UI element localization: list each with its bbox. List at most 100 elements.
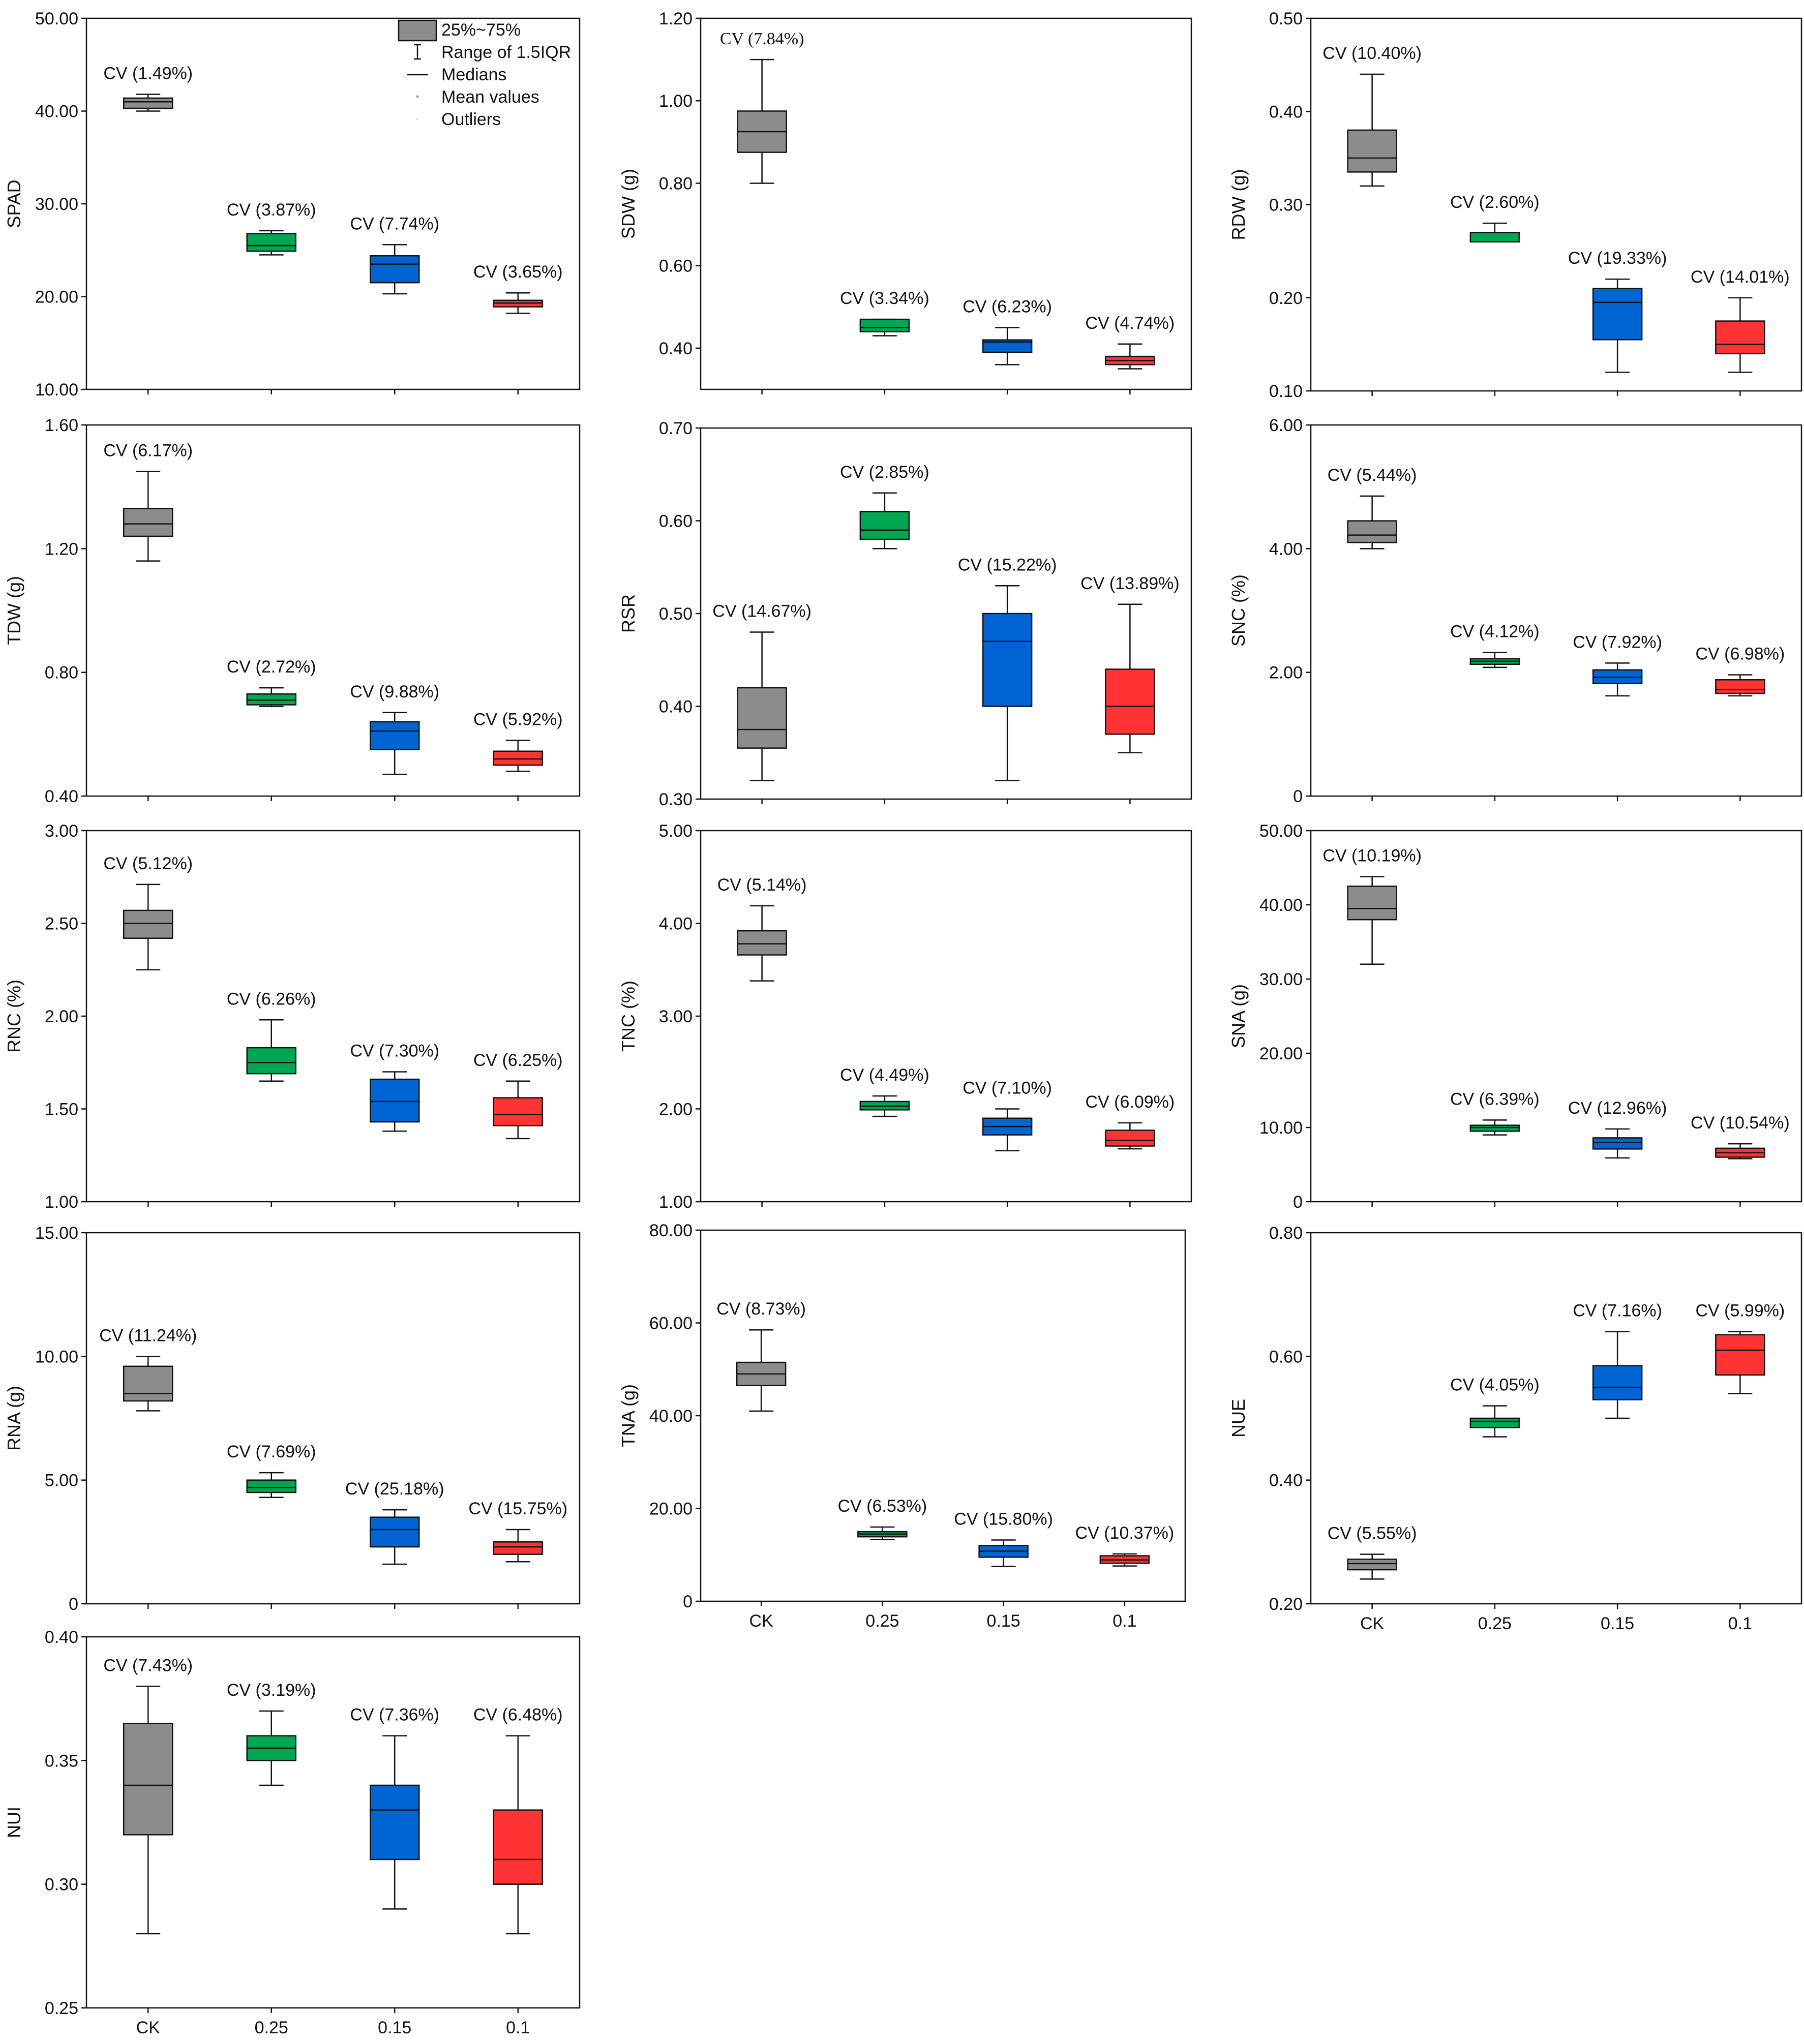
y-tick-label: 0.20	[1269, 1595, 1303, 1614]
box-0.25: CV (2.72%)	[227, 657, 316, 707]
y-tick-label: 0.60	[659, 257, 693, 276]
x-tick-label: CK	[136, 2018, 161, 2037]
box-0.1: CV (5.92%)	[473, 710, 563, 772]
cv-label: CV (7.16%)	[1573, 1301, 1662, 1321]
cv-label: CV (15.75%)	[468, 1499, 567, 1518]
x-tick-label: CK	[749, 1611, 774, 1631]
box-CK: CV (11.24%)	[99, 1326, 197, 1412]
iqr-box	[370, 255, 420, 284]
box-0.1: CV (3.65%)	[473, 262, 563, 314]
iqr-box	[1592, 1137, 1643, 1150]
cv-label: CV (5.92%)	[473, 710, 563, 729]
cv-label: CV (10.19%)	[1322, 846, 1422, 866]
cv-label: CV (9.88%)	[350, 682, 439, 701]
y-tick-label: 0.80	[659, 174, 693, 193]
cv-label: CV (2.72%)	[227, 657, 316, 677]
plot-frame	[85, 424, 581, 797]
box-CK: CV (14.67%)	[712, 602, 811, 781]
iqr-box	[493, 1541, 543, 1555]
legend-range-symbol	[414, 44, 421, 60]
iqr-box	[370, 721, 420, 750]
y-tick-label: 0.30	[1269, 196, 1303, 215]
y-tick-label: 3.00	[659, 1007, 693, 1026]
cv-label: CV (11.24%)	[99, 1326, 197, 1345]
cv-label: CV (5.44%)	[1328, 466, 1417, 485]
box-0.1: CV (6.98%)	[1696, 645, 1785, 697]
y-tick-label: 40.00	[649, 1407, 693, 1426]
cv-label: CV (4.12%)	[1450, 622, 1540, 642]
x-tick-label: 0.1	[1728, 1614, 1752, 1633]
box-0.15: CV (7.30%)	[350, 1042, 439, 1132]
y-tick-label: 0.80	[1269, 1224, 1303, 1243]
y-tick-label: 15.00	[35, 1224, 78, 1243]
cv-label: CV (6.48%)	[473, 1705, 563, 1725]
cv-label: CV (7.69%)	[227, 1442, 316, 1461]
box-0.1: CV (5.99%)	[1696, 1301, 1785, 1394]
iqr-box	[737, 687, 787, 749]
cv-label: CV (7.84%)	[720, 29, 804, 48]
iqr-box	[1469, 1124, 1520, 1132]
panel-11: 0 20.00 40.00 60.00 80.00 TNA (g) CK 0.25 0.15 0.…	[618, 1221, 1186, 1631]
iqr-box	[1347, 1559, 1397, 1571]
panel-13: 0.25 0.30 0.35 0.40 NUI CK 0.25 0.15 0.1 CV (7.43…	[4, 1628, 581, 2037]
y-tick-label: 4.00	[659, 914, 693, 934]
legend-range-label: Range of 1.5IQR	[441, 43, 571, 62]
y-tick-label: 4.00	[1269, 539, 1303, 559]
y-tick-label: 50.00	[35, 9, 78, 28]
legend-mean-label: Mean values	[441, 87, 539, 107]
iqr-box	[493, 1809, 543, 1885]
legend-outlier-label: Outliers	[441, 110, 501, 129]
y-tick-label: 30.00	[1259, 970, 1303, 989]
cv-label: CV (7.10%)	[963, 1079, 1052, 1098]
cv-label: CV (5.12%)	[103, 854, 193, 873]
y-axis-title: SPAD	[4, 179, 24, 228]
box-0.25: CV (3.19%)	[227, 1681, 316, 1786]
cv-label: CV (19.33%)	[1568, 249, 1667, 268]
cv-label: CV (6.23%)	[963, 297, 1052, 316]
box-0.1: CV (13.89%)	[1080, 574, 1180, 753]
cv-label: CV (4.05%)	[1450, 1376, 1540, 1395]
y-tick-label: 1.20	[45, 539, 78, 559]
panel-7: 1.00 1.50 2.00 2.50 3.00 RNC (%) CV (5.12%) CV …	[4, 821, 581, 1212]
iqr-box	[123, 508, 173, 537]
y-axis-title: SDW (g)	[618, 169, 639, 239]
box-0.25: CV (4.49%)	[840, 1065, 929, 1117]
y-tick-label: 1.50	[45, 1100, 78, 1119]
plot-frame	[1310, 830, 1802, 1203]
y-tick-label: 1.00	[659, 1193, 693, 1212]
y-axis-title: SNA (g)	[1228, 984, 1249, 1048]
cv-label: CV (5.14%)	[717, 875, 807, 895]
iqr-box	[982, 613, 1033, 707]
iqr-box	[1715, 679, 1765, 694]
iqr-box	[859, 511, 910, 540]
iqr-box	[1715, 320, 1765, 354]
y-tick-label: 80.00	[649, 1221, 693, 1240]
cv-label: CV (6.17%)	[103, 441, 193, 460]
chart-legend: 25%~75% Range of 1.5IQR Medians Mean val…	[398, 19, 571, 129]
iqr-box	[370, 1784, 420, 1860]
box-0.25: CV (6.39%)	[1450, 1089, 1540, 1136]
y-axis-title: NUI	[4, 1807, 24, 1838]
y-tick-label: 0.40	[1269, 1471, 1303, 1490]
box-CK: CV (1.49%)	[103, 64, 193, 112]
y-tick-label: 20.00	[1259, 1044, 1303, 1063]
iqr-box	[246, 693, 296, 706]
y-tick-label: 5.00	[659, 821, 693, 841]
y-tick-label: 50.00	[1259, 821, 1303, 841]
y-tick-label: 60.00	[649, 1314, 693, 1333]
y-tick-label: 0.30	[45, 1875, 78, 1895]
x-tick-label: 0.15	[1601, 1614, 1634, 1633]
cv-label: CV (3.19%)	[227, 1681, 316, 1700]
cv-label: CV (5.55%)	[1328, 1524, 1417, 1543]
iqr-box	[1592, 288, 1643, 341]
box-0.1: CV (10.54%)	[1691, 1113, 1790, 1160]
box-0.1: CV (14.01%)	[1691, 267, 1790, 373]
box-CK: CV (7.43%)	[103, 1656, 193, 1935]
iqr-box	[737, 930, 787, 956]
y-tick-label: 3.00	[45, 821, 78, 841]
plot-frame	[85, 830, 581, 1203]
y-axis-title: SNC (%)	[1228, 574, 1249, 647]
iqr-box	[493, 1097, 543, 1126]
iqr-box	[1469, 232, 1520, 243]
iqr-box	[1592, 1365, 1643, 1400]
